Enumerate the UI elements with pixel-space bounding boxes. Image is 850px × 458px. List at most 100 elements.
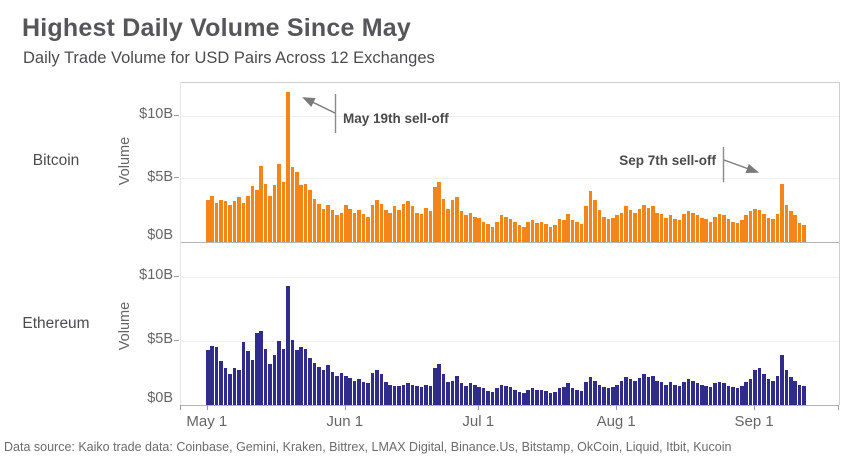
bar <box>504 385 508 405</box>
bar <box>250 186 255 242</box>
bar <box>432 367 437 405</box>
bar <box>628 379 633 405</box>
bar <box>473 384 477 405</box>
bar <box>450 380 455 405</box>
bar <box>562 387 566 405</box>
bar <box>219 200 223 242</box>
bar <box>295 172 299 242</box>
bar <box>802 385 806 405</box>
bar <box>668 215 673 242</box>
bar <box>406 201 410 242</box>
x-tick-label: Jun 1 <box>326 413 364 430</box>
bar <box>335 215 339 242</box>
bar <box>740 385 744 405</box>
bar <box>602 387 606 405</box>
bar <box>352 380 357 405</box>
bar <box>570 388 575 405</box>
bar <box>682 381 686 405</box>
bar <box>651 206 655 242</box>
bar <box>508 387 513 405</box>
bar <box>775 214 780 242</box>
bar <box>699 384 704 405</box>
bar <box>686 211 691 242</box>
bar <box>223 201 228 242</box>
bar <box>410 206 415 242</box>
bar <box>642 205 646 242</box>
bar <box>677 385 682 405</box>
bar <box>713 383 717 405</box>
bar <box>214 202 219 242</box>
plot-frame <box>180 82 840 406</box>
eth-ytick-mark-5b <box>174 340 179 341</box>
bar <box>548 393 553 405</box>
bar <box>495 221 499 242</box>
bar <box>490 392 495 405</box>
bar <box>735 388 740 405</box>
bar <box>570 220 575 242</box>
bar <box>490 226 495 242</box>
bar <box>379 203 384 242</box>
x-tick-mark <box>616 405 618 410</box>
bar <box>762 374 766 405</box>
page-subtitle: Daily Trade Volume for USD Pairs Across … <box>23 49 435 67</box>
bitcoin-panel <box>181 83 839 243</box>
bar <box>557 388 562 405</box>
bar <box>731 221 735 242</box>
bar <box>726 219 731 242</box>
bar <box>508 219 513 242</box>
bar <box>419 214 424 242</box>
bar <box>766 379 771 405</box>
bar <box>299 184 304 242</box>
bar <box>735 222 740 242</box>
bar <box>664 217 668 242</box>
bar <box>788 211 793 242</box>
bar <box>593 200 597 242</box>
bar <box>651 375 655 405</box>
bar <box>526 221 530 242</box>
bar <box>397 385 401 405</box>
bar <box>290 166 295 242</box>
bar <box>486 224 490 242</box>
bar <box>268 196 272 242</box>
bar <box>691 212 695 242</box>
bar <box>606 388 611 405</box>
bar <box>504 216 508 242</box>
bar <box>704 219 708 242</box>
btc-ytick-mark-10b <box>174 115 179 116</box>
bar <box>481 221 486 242</box>
bar <box>633 380 637 405</box>
bar <box>303 348 308 405</box>
bar <box>566 383 571 405</box>
bar <box>717 381 722 405</box>
bar <box>308 357 312 405</box>
bar <box>432 187 437 242</box>
may-19-selloff-annotation: May 19th sell-off <box>343 111 449 126</box>
bar <box>441 198 446 242</box>
bar <box>575 389 579 405</box>
bar <box>722 215 726 242</box>
bitcoin-bars <box>181 83 839 242</box>
bar <box>401 384 406 405</box>
bar <box>784 370 789 405</box>
eth-gridline-5b <box>181 341 839 342</box>
data-source-note: Data source: Kaiko trade data: Coinbase,… <box>4 440 732 454</box>
bar <box>597 210 602 242</box>
bar <box>615 215 619 242</box>
bar <box>281 182 286 242</box>
bar <box>415 385 419 405</box>
bar <box>384 381 388 405</box>
bar <box>352 212 357 242</box>
bar <box>219 361 223 405</box>
bar <box>762 214 766 242</box>
bar <box>513 389 517 405</box>
bar <box>619 380 624 405</box>
bar <box>526 389 530 405</box>
bar <box>317 366 321 405</box>
bar <box>392 385 397 405</box>
x-tick-label: Aug 1 <box>596 413 636 430</box>
bar <box>388 384 393 405</box>
bar <box>286 285 290 405</box>
bar <box>272 184 277 242</box>
bar <box>263 348 268 405</box>
